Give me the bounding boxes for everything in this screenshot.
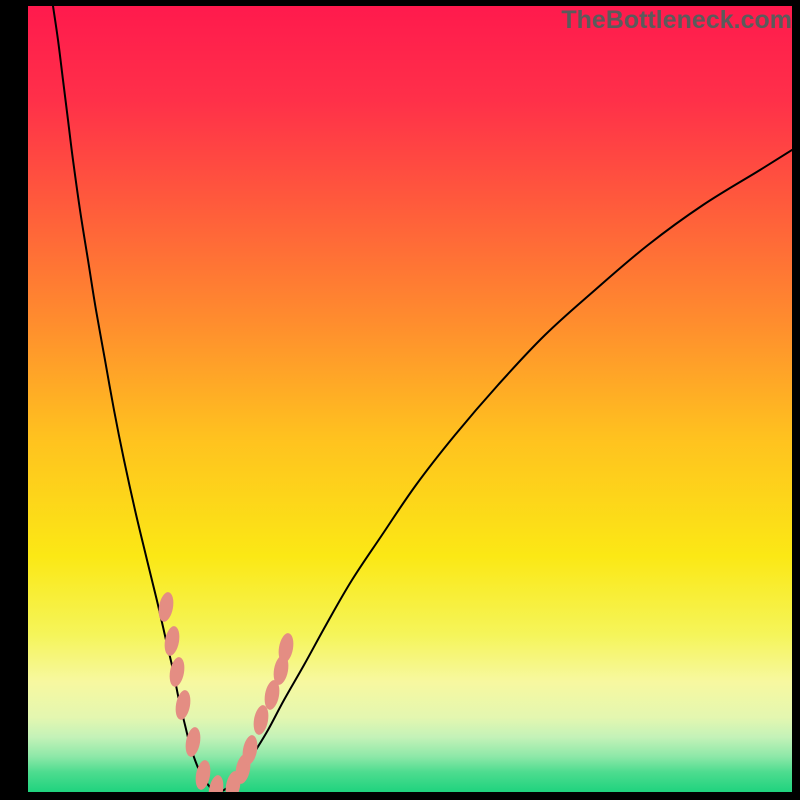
plot-svg <box>28 6 792 792</box>
watermark-text: TheBottleneck.com <box>561 6 792 35</box>
chart-container: TheBottleneck.com <box>0 0 800 800</box>
plot-area <box>28 6 792 792</box>
